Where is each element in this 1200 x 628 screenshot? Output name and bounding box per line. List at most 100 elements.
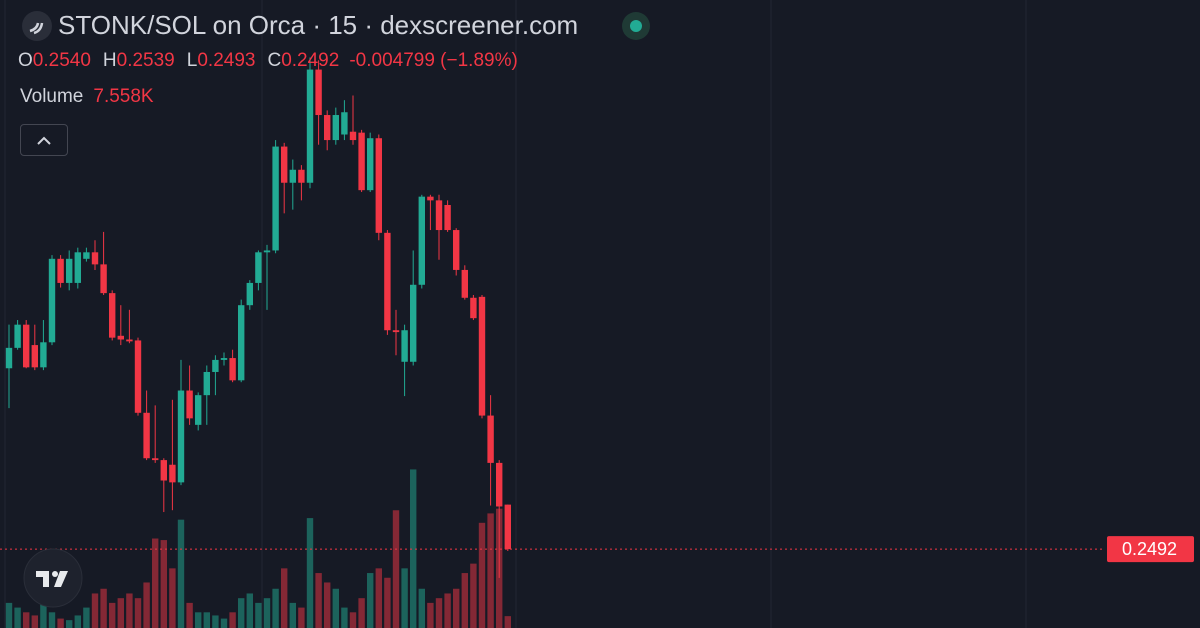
candle-body xyxy=(496,462,503,507)
volume-bar xyxy=(504,616,511,628)
candle-body xyxy=(306,69,314,183)
volume-bar xyxy=(470,563,477,628)
volume-bar xyxy=(152,538,159,628)
candle-body xyxy=(152,458,159,461)
ohlc-value: 0.2540 xyxy=(32,50,91,71)
candle-body xyxy=(74,252,81,283)
candle-body xyxy=(220,358,228,360)
candle-body xyxy=(5,347,13,369)
candle-body xyxy=(401,330,408,362)
candle-body xyxy=(48,258,56,343)
volume-bar xyxy=(418,588,425,628)
candle-body xyxy=(40,342,47,368)
candle-body xyxy=(315,69,322,116)
volume-bar xyxy=(100,588,107,628)
candle-body xyxy=(358,132,365,191)
status-dot xyxy=(630,20,642,32)
last-price-box xyxy=(1107,536,1194,563)
ohlc-key: O xyxy=(18,50,33,71)
volume-label: Volume xyxy=(20,86,84,107)
volume-bar xyxy=(134,598,142,628)
volume-bar xyxy=(435,598,443,628)
volume-bar xyxy=(203,612,210,628)
volume-bar xyxy=(57,618,64,628)
ohlc-legend: O0.2540 H0.2539 L0.2493 C0.2492 -0.004799 (−… xyxy=(18,50,518,72)
candle-body xyxy=(169,464,176,483)
volume-bar xyxy=(384,577,391,628)
candle-body xyxy=(504,504,511,550)
volume-bar xyxy=(478,522,486,628)
candle-body xyxy=(289,169,296,183)
volume-bar xyxy=(143,582,150,628)
volume-value: 7.558K xyxy=(93,86,154,107)
volume-bar xyxy=(66,620,73,628)
candle-body xyxy=(143,412,150,459)
volume-bar xyxy=(109,602,116,628)
logo-mark xyxy=(52,571,58,577)
candle-body xyxy=(160,460,167,481)
volume-legend: Volume 7.558K xyxy=(20,86,154,108)
volume-bar xyxy=(272,588,279,628)
ohlc-value: 0.2493 xyxy=(197,50,256,71)
candle-body xyxy=(255,252,262,283)
candle-body xyxy=(461,269,468,298)
volume-bar xyxy=(255,602,262,628)
candle-body xyxy=(83,252,90,259)
candle-body xyxy=(375,138,382,233)
volume-bar xyxy=(238,598,245,628)
ohlc-value: 0.2492 xyxy=(281,50,340,71)
volume-bar xyxy=(195,612,202,628)
candle-body xyxy=(57,258,64,283)
logo-mark xyxy=(54,571,68,587)
symbol-icon xyxy=(22,11,52,41)
last-price-label: 0.2492 xyxy=(1122,539,1177,559)
candle-body xyxy=(453,230,460,270)
volume-bar xyxy=(83,607,90,628)
price-change: -0.004799 (−1.89%) xyxy=(349,50,518,71)
status-indicator xyxy=(622,12,650,40)
volume-bar xyxy=(229,612,236,628)
volume-bar xyxy=(186,602,193,628)
candle-body xyxy=(212,359,219,372)
volume-bar xyxy=(487,513,494,628)
ohlc-key: H xyxy=(102,50,117,71)
volume-bar xyxy=(126,593,133,628)
volume-bar xyxy=(263,598,271,628)
volume-bar xyxy=(160,540,167,628)
volume-bar xyxy=(31,615,38,628)
volume-bar xyxy=(367,573,374,628)
candle-body xyxy=(66,258,73,283)
chevron xyxy=(37,136,51,145)
volume-bar xyxy=(117,598,124,628)
volume-bar xyxy=(358,598,365,628)
candle-body xyxy=(126,339,133,342)
candle-body xyxy=(109,293,116,338)
volume-bar xyxy=(392,510,400,628)
volume-bar xyxy=(23,612,30,628)
volume-bar xyxy=(48,612,56,628)
candle-body xyxy=(31,345,38,368)
candle-body xyxy=(444,205,451,231)
volume-bar xyxy=(306,518,314,628)
candle-body xyxy=(392,330,400,333)
candle-body xyxy=(367,138,374,191)
candle-body xyxy=(272,146,279,251)
volume-bar xyxy=(212,615,219,628)
candle-body xyxy=(487,415,494,463)
volume-bar xyxy=(220,618,228,628)
candle-body xyxy=(203,371,210,396)
candle-body xyxy=(100,264,107,294)
collapse-button[interactable] xyxy=(20,124,68,156)
logo-circle xyxy=(23,548,83,608)
volume-bar xyxy=(375,568,382,628)
ohlc-key: L xyxy=(186,50,198,71)
icon-mark xyxy=(29,22,44,35)
candle-body xyxy=(177,390,185,483)
candle-body xyxy=(478,296,486,416)
candle-body xyxy=(410,284,417,362)
candle-body xyxy=(246,282,253,306)
candle-body xyxy=(427,196,434,201)
ohlc-key: C xyxy=(267,50,282,71)
candle-body xyxy=(195,395,202,425)
